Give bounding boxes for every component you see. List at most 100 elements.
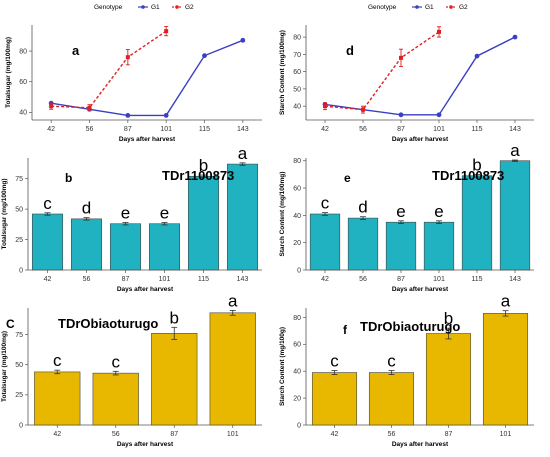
panel-title: TDr1100873 <box>162 168 234 183</box>
x-tick-label: 101 <box>159 276 171 283</box>
bar <box>187 175 220 271</box>
y-tick-label: 70 <box>293 52 301 59</box>
significance-letter: d <box>82 199 91 218</box>
x-tick-label: 42 <box>321 126 329 133</box>
x-tick-label: 56 <box>83 276 91 283</box>
x-tick-label: 143 <box>237 126 249 133</box>
significance-letter: a <box>501 292 511 311</box>
data-point <box>399 55 403 60</box>
panel-e: 0 20 40 60 80 42 56 87 101 115 143 Days after harve… <box>279 141 534 293</box>
x-tick-label: 87 <box>445 431 453 438</box>
significance-letter: e <box>160 204 169 223</box>
significance-letter: b <box>170 308 179 327</box>
x-tick-label: 87 <box>397 276 405 283</box>
significance-letter: e <box>434 202 443 221</box>
bar <box>209 312 256 426</box>
x-tick-label: 56 <box>359 276 367 283</box>
y-tick-label: 50 <box>15 207 23 214</box>
x-axis-label: Days after harvest <box>392 441 449 448</box>
legend-swatch-point <box>415 5 419 9</box>
y-tick-label: 50 <box>15 362 23 369</box>
x-tick-label: 42 <box>331 431 339 438</box>
panel-label: f <box>343 323 348 337</box>
panel-label: b <box>65 171 72 185</box>
x-tick-label: 87 <box>122 276 130 283</box>
panel-title: TDr1100873 <box>432 168 504 183</box>
x-tick-label: 143 <box>237 276 249 283</box>
significance-letter: d <box>358 198 367 217</box>
legend-swatch-point <box>175 5 179 9</box>
y-axis-label: Starch Content (mg/100g) <box>279 327 286 406</box>
significance-letter: b <box>472 155 481 174</box>
legend-title: Genotype <box>94 4 123 11</box>
y-tick-label: 25 <box>15 392 23 399</box>
data-point <box>474 53 480 59</box>
x-tick-label: 56 <box>359 126 367 133</box>
data-point <box>361 107 365 112</box>
bar <box>482 313 529 426</box>
data-point <box>125 113 131 118</box>
bar <box>34 371 81 426</box>
legend-label: G1 <box>151 4 160 11</box>
significance-letter: c <box>53 351 62 370</box>
data-point <box>436 112 442 118</box>
y-axis-label: Totalsugar (mg/100mg) <box>1 178 8 249</box>
x-tick-label: 56 <box>388 431 396 438</box>
y-tick-label: 20 <box>293 396 301 403</box>
bar <box>368 372 415 426</box>
x-tick-label: 101 <box>160 126 172 133</box>
y-tick-label: 40 <box>19 110 27 117</box>
y-tick-label: 75 <box>15 176 23 183</box>
bar <box>70 218 103 271</box>
x-tick-label: 42 <box>53 431 61 438</box>
series-line <box>324 31 440 111</box>
data-point <box>512 34 518 40</box>
panel-title: TDrObiaoturugo <box>58 316 158 331</box>
panel-title: TDrObiaoturugo <box>360 319 460 334</box>
significance-letter: e <box>396 202 405 221</box>
legend-swatch-point <box>141 5 145 9</box>
y-axis-label: Totalsugar (mg/100mg) <box>1 331 8 402</box>
legend-label: G1 <box>425 4 434 11</box>
x-tick-label: 87 <box>124 126 132 133</box>
significance-letter: c <box>330 352 339 371</box>
data-point <box>49 104 54 109</box>
data-point <box>202 53 207 59</box>
significance-letter: c <box>112 352 121 371</box>
data-point <box>163 113 169 118</box>
bar <box>311 372 358 426</box>
x-tick-label: 87 <box>170 431 178 438</box>
y-tick-label: 80 <box>293 34 301 41</box>
y-tick-label: 0 <box>297 422 301 429</box>
significance-letter: c <box>387 352 396 371</box>
y-tick-label: 50 <box>293 86 301 93</box>
significance-letter: a <box>228 291 238 310</box>
y-axis-label: Starch Content (mg/100mg) <box>279 30 286 115</box>
bar <box>109 223 142 271</box>
x-tick-label: 42 <box>47 126 55 133</box>
x-tick-label: 87 <box>397 126 405 133</box>
bar <box>425 333 472 426</box>
y-tick-label: 80 <box>293 158 301 165</box>
y-tick-label: 40 <box>293 104 301 111</box>
panel-label: C <box>6 317 15 331</box>
x-axis-label: Days after harvest <box>392 286 449 293</box>
bar <box>347 217 379 271</box>
y-tick-label: 0 <box>19 422 23 429</box>
x-tick-label: 101 <box>227 431 239 438</box>
data-point <box>240 37 246 43</box>
x-axis-label: Days after harvest <box>117 441 174 448</box>
x-tick-label: 115 <box>471 276 482 283</box>
series-line <box>51 39 244 117</box>
legend-label: G2 <box>459 4 468 11</box>
bar <box>92 372 139 426</box>
bar <box>309 213 341 271</box>
x-tick-label: 143 <box>509 276 521 283</box>
panel-f: 0 20 40 60 80 42 56 87 101 Days after harvest Star… <box>279 292 534 448</box>
y-axis-label: Starch Content (mg/100mg) <box>279 172 286 257</box>
panel-b: 0 25 50 75 42 56 87 101 115 143 Days after harvest… <box>1 144 262 293</box>
x-axis-label: Days after harvest <box>392 136 449 143</box>
bar <box>226 163 259 271</box>
legend: Genotype G1 G2 <box>368 4 468 11</box>
bar <box>385 221 417 271</box>
